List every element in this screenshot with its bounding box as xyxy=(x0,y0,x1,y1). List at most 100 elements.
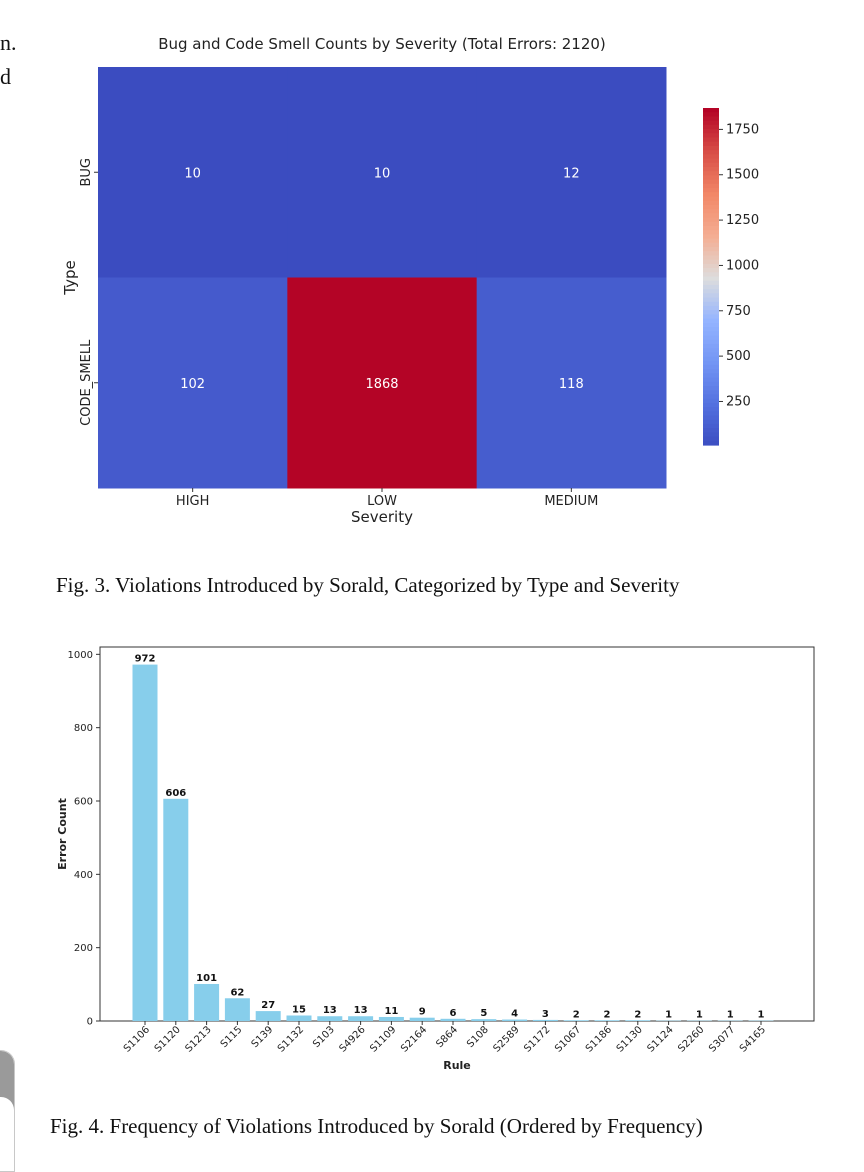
colorbar-segment xyxy=(703,175,719,180)
colorbar-segment xyxy=(703,407,719,412)
colorbar-segment xyxy=(703,306,719,311)
y-tick-label: 800 xyxy=(74,723,93,734)
bar-s864 xyxy=(441,1019,466,1021)
heatmap-cell-label: 12 xyxy=(563,166,580,181)
colorbar-segment xyxy=(703,264,719,269)
colorbar-segment xyxy=(703,428,719,433)
bar-value-label: 1 xyxy=(696,1010,703,1021)
bar-s1120 xyxy=(163,799,188,1021)
colorbar-segment xyxy=(703,373,719,378)
colorbar-tick-label: 250 xyxy=(726,394,751,409)
bar-s4926 xyxy=(348,1016,373,1021)
x-tick-label: S108 xyxy=(465,1024,491,1050)
y-tick-label: 200 xyxy=(74,943,93,954)
heatmap-cell-label: 1868 xyxy=(365,377,398,392)
colorbar-segment xyxy=(703,386,719,391)
x-tick-label: S139 xyxy=(250,1024,276,1050)
y-tick-label: 1000 xyxy=(68,650,93,661)
colorbar-segment xyxy=(703,340,719,345)
bar-value-label: 101 xyxy=(196,973,217,984)
x-tick-label: S1213 xyxy=(183,1024,213,1054)
bar-value-label: 13 xyxy=(323,1005,337,1016)
colorbar-tick-label: 1500 xyxy=(726,168,759,183)
bar-value-label: 5 xyxy=(480,1008,487,1019)
colorbar-segment xyxy=(703,209,719,214)
y-tick-label: 600 xyxy=(74,797,93,808)
x-tick-label: S103 xyxy=(311,1024,337,1050)
colorbar-segment xyxy=(703,365,719,370)
bar-s1067 xyxy=(564,1020,589,1021)
colorbar-segment xyxy=(703,285,719,290)
colorbar-segment xyxy=(703,432,719,437)
x-tick-label: S1186 xyxy=(584,1024,614,1054)
colorbar-segment xyxy=(703,293,719,298)
x-tick-label: S3077 xyxy=(707,1024,737,1054)
bar-s2589 xyxy=(502,1020,527,1021)
bar-s139 xyxy=(256,1011,281,1021)
colorbar-segment xyxy=(703,327,719,332)
bar-value-label: 62 xyxy=(230,987,244,998)
heatmap-title: Bug and Code Smell Counts by Severity (T… xyxy=(158,35,606,53)
colorbar-segment xyxy=(703,394,719,399)
y-axis-label: Error Count xyxy=(56,798,69,870)
colorbar-segment xyxy=(703,201,719,206)
bar-s115 xyxy=(225,998,250,1021)
y-tick-label: CODE_SMELL xyxy=(79,339,94,426)
heatmap-cell-label: 118 xyxy=(559,377,584,392)
colorbar-segment xyxy=(703,125,719,130)
bar-value-label: 4 xyxy=(511,1009,518,1020)
x-tick-label: S2164 xyxy=(399,1024,429,1054)
x-tick-label: S4926 xyxy=(337,1024,367,1054)
colorbar-segment xyxy=(703,243,719,248)
x-tick-label: S1132 xyxy=(276,1024,306,1054)
x-tick-label: S1172 xyxy=(522,1024,552,1054)
heatmap-chart: Bug and Code Smell Counts by Severity (T… xyxy=(0,0,864,540)
plot-frame xyxy=(100,647,814,1021)
colorbar-segment xyxy=(703,352,719,357)
colorbar-segment xyxy=(703,184,719,189)
figure-3-caption: Fig. 3. Violations Introduced by Sorald,… xyxy=(56,573,679,598)
colorbar-tick-label: 750 xyxy=(726,304,751,319)
bar-value-label: 6 xyxy=(450,1008,457,1019)
colorbar-segment xyxy=(703,310,719,315)
y-tick-label: 0 xyxy=(87,1017,93,1028)
colorbar-segment xyxy=(703,420,719,425)
y-tick-label: 400 xyxy=(74,870,93,881)
colorbar-segment xyxy=(703,133,719,138)
colorbar-segment xyxy=(703,251,719,256)
colorbar-segment xyxy=(703,272,719,277)
colorbar-segment xyxy=(703,239,719,244)
bar-value-label: 3 xyxy=(542,1009,549,1020)
colorbar-segment xyxy=(703,403,719,408)
page-corner-tab xyxy=(0,1050,15,1172)
x-tick-label: S1130 xyxy=(615,1024,645,1054)
colorbar-segment xyxy=(703,399,719,404)
colorbar-segment xyxy=(703,226,719,231)
x-axis-label: Severity xyxy=(351,508,413,526)
bar-s2164 xyxy=(410,1018,435,1021)
x-tick-label: S1109 xyxy=(368,1024,398,1054)
colorbar-segment xyxy=(703,205,719,210)
x-tick-label: S4165 xyxy=(738,1024,768,1054)
y-axis-label: Type xyxy=(61,260,79,295)
bar-value-label: 1 xyxy=(758,1010,765,1021)
x-axis-label: Rule xyxy=(443,1059,471,1072)
x-tick-label: HIGH xyxy=(176,494,209,509)
figure-4-caption: Fig. 4. Frequency of Violations Introduc… xyxy=(50,1114,703,1139)
heatmap-cell-label: 10 xyxy=(184,166,201,181)
colorbar-segment xyxy=(703,112,719,117)
bar-value-label: 9 xyxy=(419,1007,426,1018)
colorbar-segment xyxy=(703,268,719,273)
bar-value-label: 1 xyxy=(727,1010,734,1021)
colorbar-segment xyxy=(703,390,719,395)
colorbar-segment xyxy=(703,369,719,374)
colorbar-segment xyxy=(703,167,719,172)
heatmap-cell-label: 10 xyxy=(374,166,391,181)
x-tick-label: S1120 xyxy=(153,1024,183,1054)
colorbar-segment xyxy=(703,192,719,197)
colorbar-segment xyxy=(703,154,719,159)
bar-value-label: 2 xyxy=(573,1009,580,1020)
colorbar-segment xyxy=(703,314,719,319)
bar-s1106 xyxy=(133,665,158,1021)
